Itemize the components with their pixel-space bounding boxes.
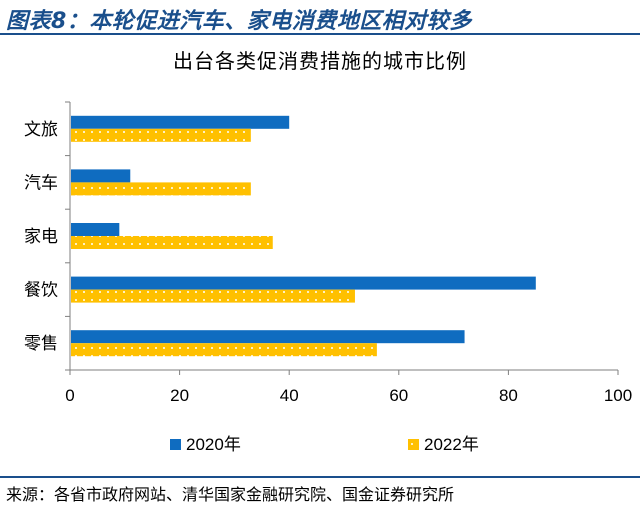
- bar-series2: [71, 236, 273, 249]
- figure-title: 图表8：本轮促进汽车、家电消费地区相对较多: [6, 9, 472, 34]
- category-label: 汽车: [24, 173, 58, 193]
- bar-series1: [71, 276, 536, 290]
- legend-swatch: [408, 439, 419, 450]
- chart-title: 出台各类促消费措施的城市比例: [173, 49, 467, 73]
- category-label: 家电: [24, 227, 58, 247]
- footer-divider: [0, 476, 640, 478]
- bar-series1: [71, 223, 120, 236]
- bar-series1: [71, 330, 465, 344]
- x-tick-label: 60: [389, 386, 408, 405]
- bar-series1: [71, 169, 131, 183]
- bar-series2: [71, 289, 355, 303]
- x-tick-label: 80: [499, 386, 518, 405]
- header-divider: [0, 33, 640, 35]
- x-tick-label: 100: [604, 386, 632, 405]
- legend: 2020年 2022年: [170, 435, 479, 454]
- x-tick-label: 0: [65, 386, 74, 405]
- legend-swatch: [170, 439, 181, 450]
- legend-label: 2022年: [424, 435, 479, 454]
- bar-series2: [71, 182, 251, 196]
- x-tick-label: 40: [280, 386, 299, 405]
- x-tick-label: 20: [170, 386, 189, 405]
- legend-label: 2020年: [186, 435, 241, 454]
- bar-series1: [71, 115, 290, 129]
- category-label: 文旅: [24, 120, 58, 140]
- bar-series2: [71, 343, 377, 357]
- figure-header: 图表8：本轮促进汽车、家电消费地区相对较多: [0, 0, 640, 35]
- source-note: 来源：各省市政府网站、清华国家金融研究院、国金证券研究所: [6, 485, 455, 504]
- category-label: 餐饮: [24, 281, 58, 301]
- bar-series2: [71, 128, 251, 142]
- category-label: 零售: [24, 334, 58, 354]
